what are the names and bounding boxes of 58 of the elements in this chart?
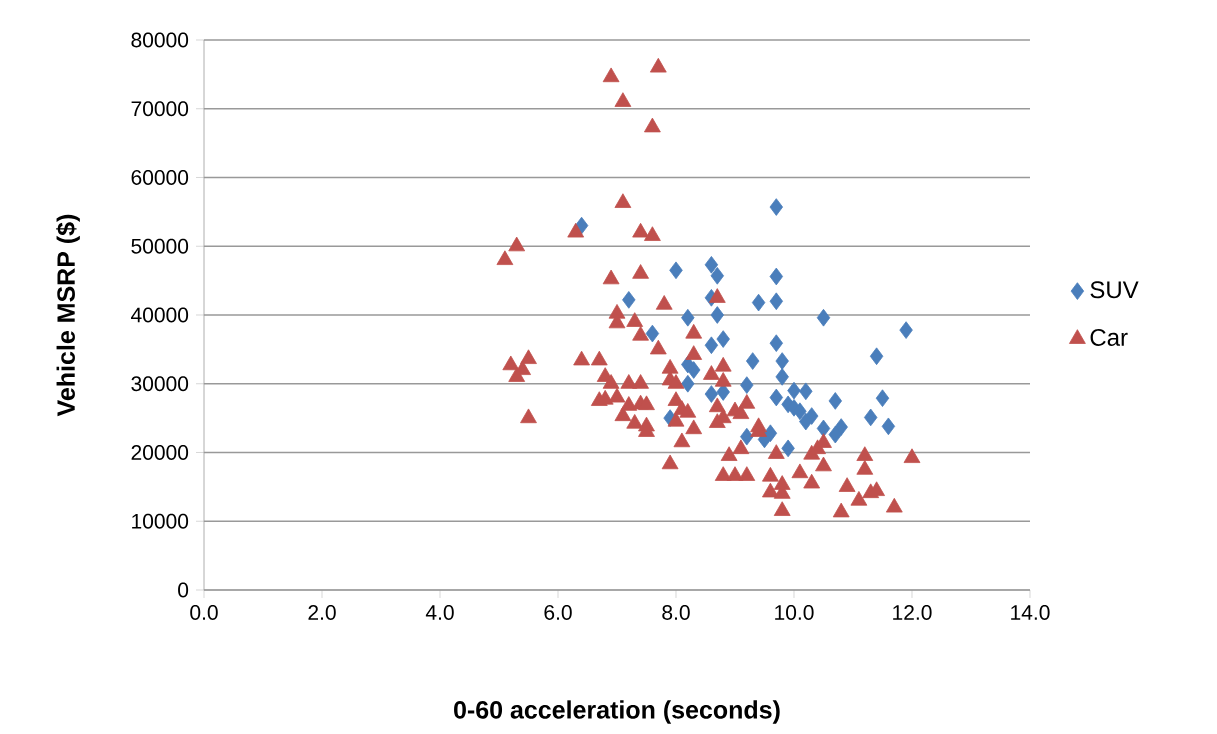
point: [881, 417, 896, 436]
point: [869, 347, 884, 366]
point: [704, 255, 719, 274]
y-tick-label: 0: [178, 582, 189, 598]
point: [787, 381, 801, 400]
point: [751, 293, 766, 312]
point: [681, 308, 695, 327]
legend-label: SUV: [1090, 281, 1139, 299]
x-tick-label: 6.0: [544, 605, 572, 620]
point: [769, 334, 783, 352]
point: [710, 306, 724, 324]
y-tick-label: 30000: [131, 376, 189, 392]
y-tick-label: 80000: [131, 32, 189, 48]
x-axis-title: 0-60 acceleration (seconds): [454, 700, 780, 724]
y-tick-label: 20000: [131, 445, 189, 460]
y-tick-label: 40000: [131, 307, 189, 323]
point: [645, 324, 660, 343]
point: [769, 198, 783, 216]
point: [828, 425, 842, 444]
point: [687, 361, 701, 379]
point: [864, 408, 878, 427]
y-axis-title: Vehicle MSRP ($): [56, 214, 80, 417]
point: [746, 352, 760, 370]
point: [704, 336, 719, 355]
point: [816, 419, 831, 438]
legend-label: Car: [1090, 329, 1128, 346]
point: [681, 374, 695, 393]
point: [769, 267, 783, 286]
y-tick-label: 70000: [131, 101, 189, 117]
y-tick-label: 10000: [132, 513, 189, 529]
point: [828, 392, 842, 410]
point: [793, 402, 807, 421]
point: [716, 330, 730, 348]
x-tick-label: 10.0: [775, 605, 814, 620]
point: [816, 308, 831, 327]
point: [740, 376, 754, 394]
point: [704, 385, 719, 403]
x-tick-label: 2.0: [308, 605, 336, 620]
x-tick-label: 0.0: [190, 605, 218, 620]
point: [710, 267, 724, 285]
point: [781, 439, 795, 458]
point: [899, 321, 913, 339]
x-tick-label: 12.0: [893, 605, 932, 620]
point: [775, 368, 789, 386]
x-tick-label: 4.0: [425, 605, 454, 620]
x-tick-label: 8.0: [662, 605, 690, 620]
point: [799, 412, 813, 431]
point: [875, 389, 890, 407]
point: [669, 261, 683, 280]
point: [622, 291, 636, 309]
point: [769, 388, 783, 407]
x-tick-label: 14.0: [1011, 605, 1050, 620]
point: [775, 352, 789, 370]
y-tick-label: 60000: [131, 170, 189, 185]
point: [769, 292, 783, 311]
point: [799, 382, 813, 401]
y-tick-label: 50000: [131, 238, 189, 254]
point: [740, 427, 754, 446]
